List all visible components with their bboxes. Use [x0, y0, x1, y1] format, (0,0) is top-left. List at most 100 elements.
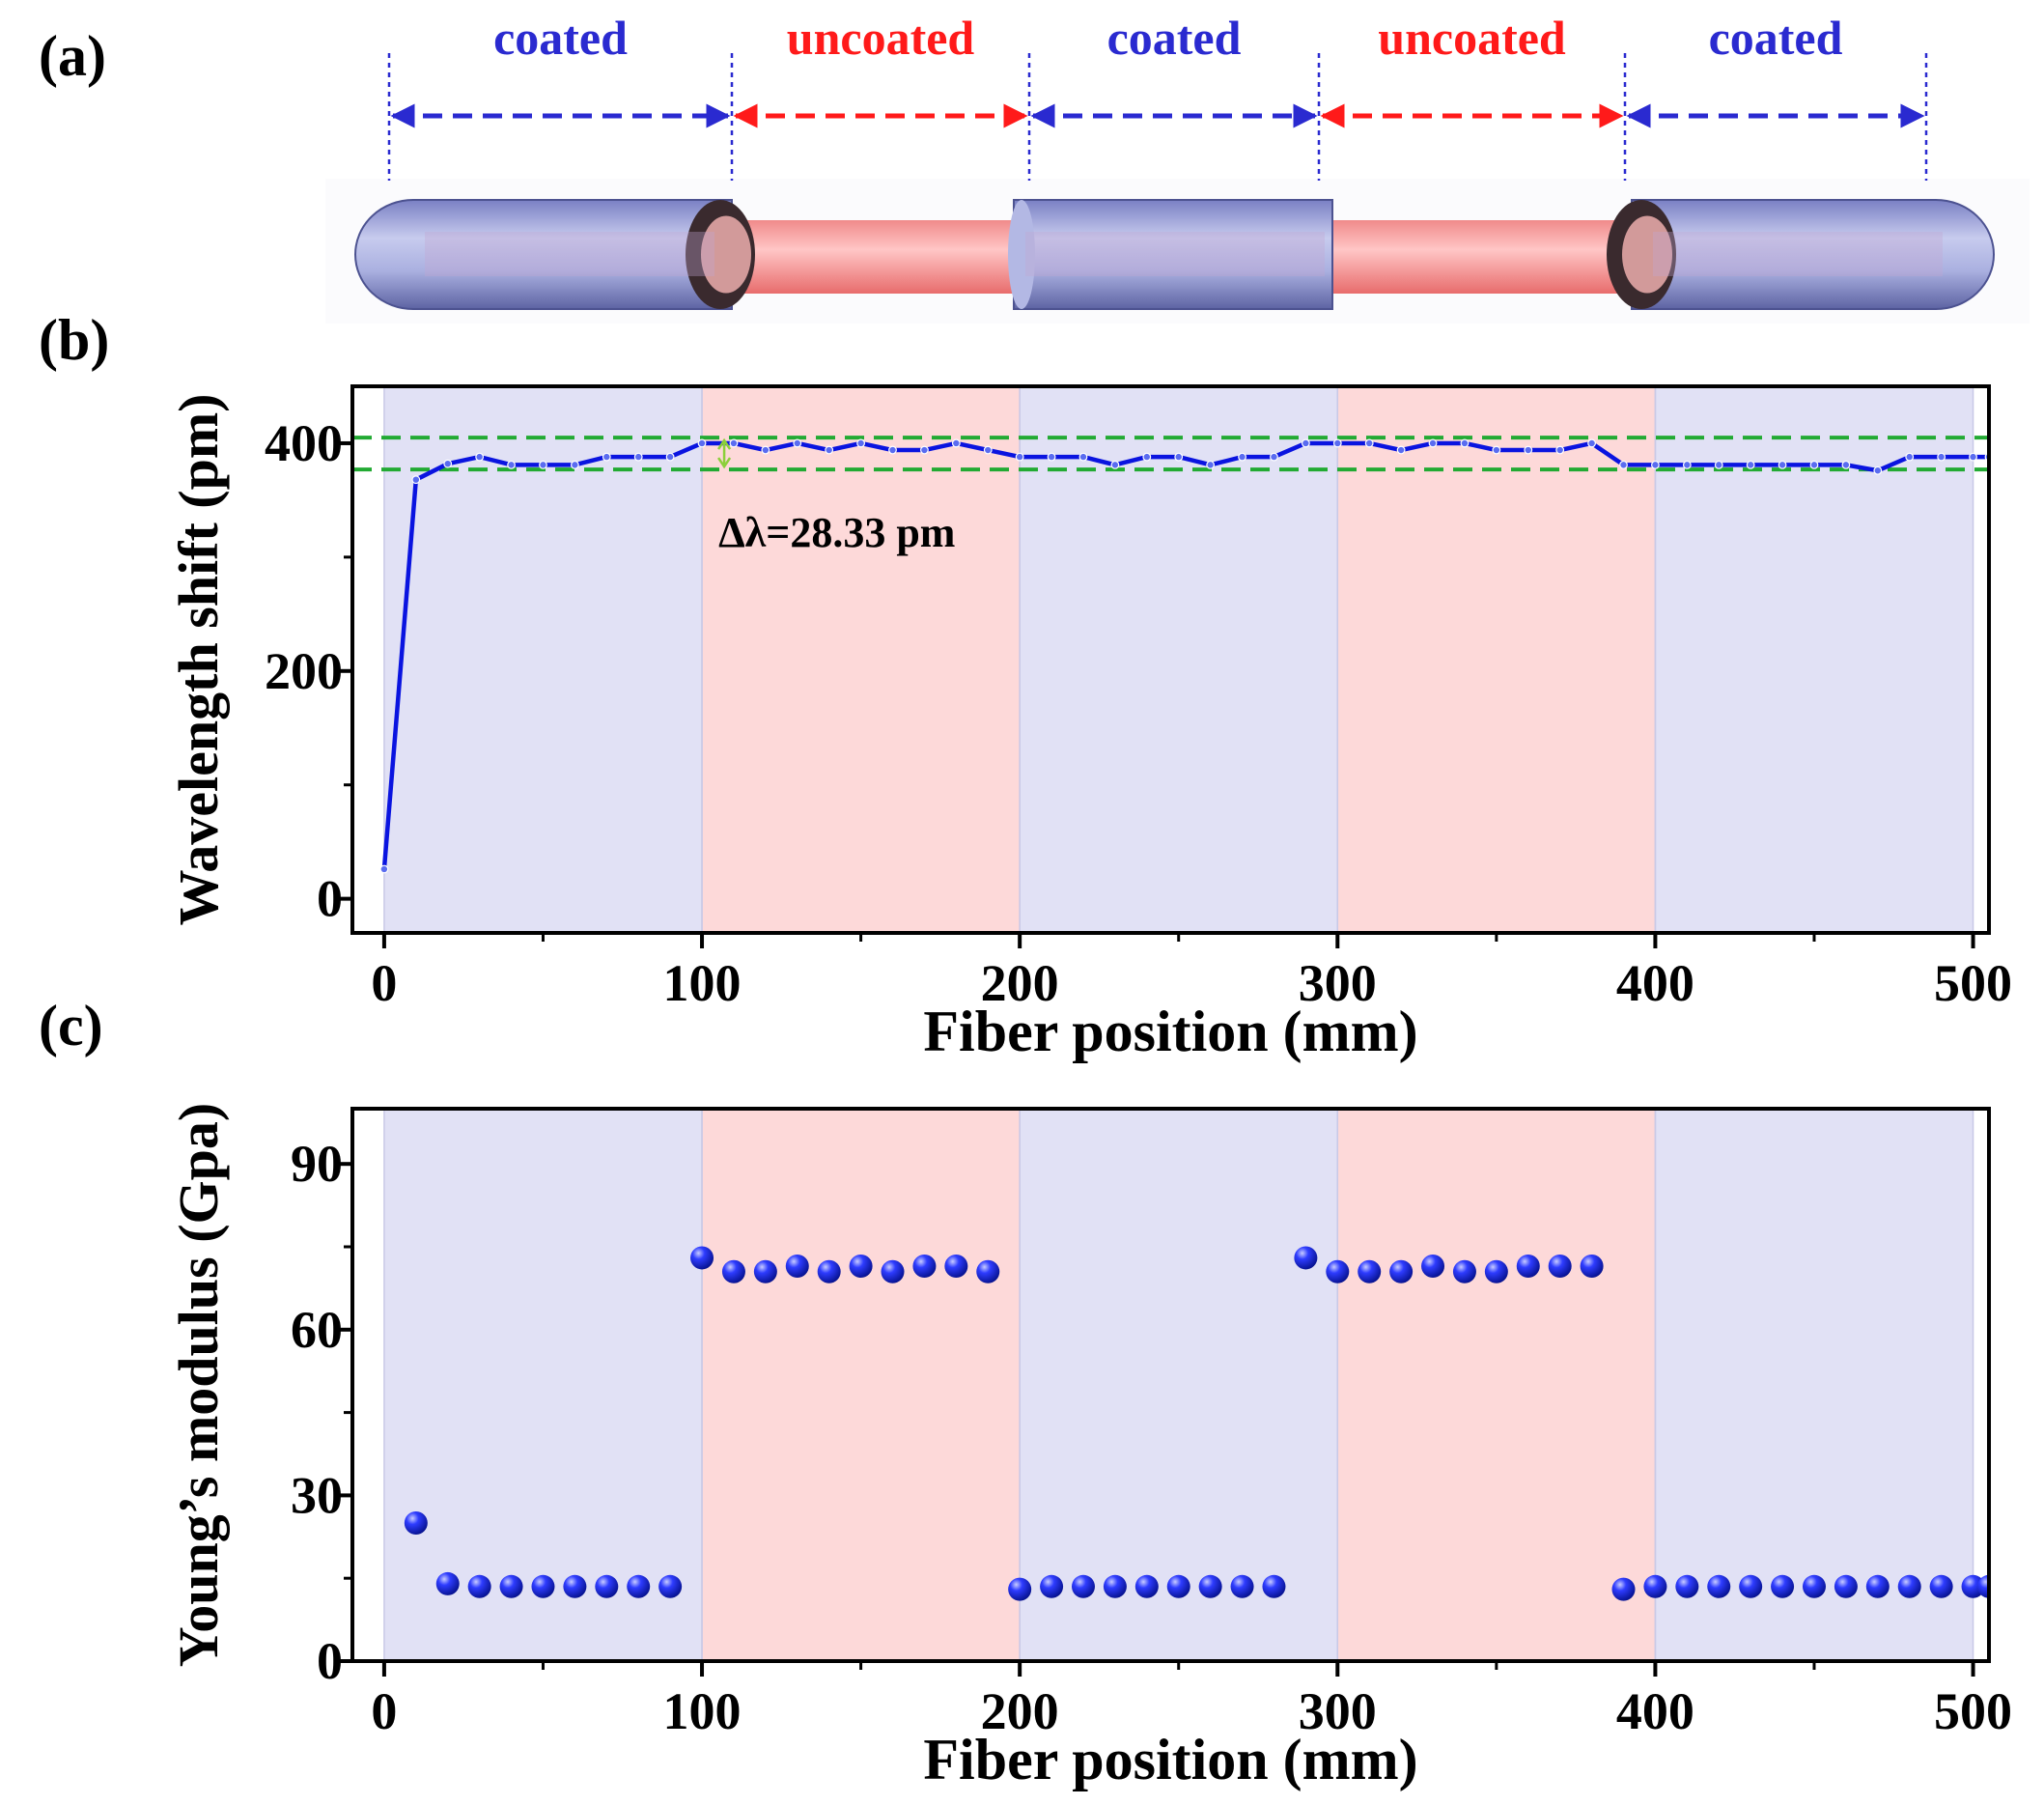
- data-point: [411, 475, 421, 485]
- x-tick-label: 500: [1934, 1682, 2012, 1740]
- data-point: [856, 438, 866, 448]
- data-point: [1294, 1246, 1318, 1270]
- data-point: [1524, 445, 1533, 455]
- series-line: [381, 440, 1989, 870]
- data-point: [1897, 1574, 1921, 1598]
- data-point: [1103, 1574, 1127, 1598]
- plot-area: [352, 386, 1989, 933]
- data-point: [1047, 452, 1056, 462]
- data-point: [1460, 438, 1470, 448]
- y-tick-label: 90: [291, 1135, 343, 1193]
- fiber-coated-section-2: [1013, 199, 1333, 310]
- data-point: [595, 1574, 619, 1598]
- data-point: [507, 460, 516, 469]
- panel-label-a: (a): [39, 24, 106, 88]
- data-point: [1778, 460, 1787, 469]
- data-point: [1270, 452, 1278, 462]
- x-tick-label: 0: [371, 1682, 397, 1740]
- data-point: [793, 438, 802, 448]
- data-point: [435, 1571, 460, 1595]
- data-point: [1682, 460, 1692, 469]
- fiber-coated-edge-2: [1008, 200, 1035, 309]
- data-point: [1714, 460, 1723, 469]
- data-point: [1358, 1259, 1382, 1283]
- data-point: [1841, 460, 1851, 469]
- data-point: [539, 460, 547, 469]
- fiber-coated-section-1: [354, 199, 733, 310]
- data-point: [1421, 1255, 1445, 1279]
- data-point: [1516, 1255, 1540, 1279]
- plot-area: [383, 1109, 1989, 1661]
- data-point: [443, 459, 453, 468]
- y-tick-label: 30: [291, 1466, 343, 1524]
- x-tick-label: 500: [1934, 954, 2012, 1012]
- y-tick-label: 400: [265, 414, 343, 472]
- data-point: [1332, 438, 1342, 448]
- data-point: [1166, 1574, 1190, 1598]
- data-point: [1428, 438, 1438, 448]
- data-point: [849, 1255, 873, 1279]
- data-point: [633, 452, 643, 462]
- data-point: [817, 1259, 841, 1283]
- data-point: [499, 1574, 523, 1598]
- data-point: [1238, 452, 1246, 462]
- y-tick-label: 0: [317, 870, 343, 928]
- fiber-inner-core-1: [425, 232, 714, 276]
- segment-label-uncoated: uncoated: [1378, 11, 1566, 65]
- y-tick-label: 200: [265, 642, 343, 700]
- data-point: [881, 1259, 905, 1283]
- data-point: [665, 452, 675, 462]
- data-point: [1548, 1255, 1572, 1279]
- y-axis-label: Wavelength shift (pm): [167, 394, 230, 926]
- segment-label-coated: coated: [1709, 11, 1843, 65]
- x-tick-label: 400: [1616, 954, 1694, 1012]
- data-point: [1206, 460, 1216, 469]
- data-point: [1396, 445, 1406, 455]
- panel-label-c: (c): [39, 994, 103, 1058]
- y-axis-label: Young’s modulus (Gpa): [167, 1103, 230, 1667]
- region-band-coated: [1020, 1109, 1338, 1661]
- segment-label-coated: coated: [1107, 11, 1242, 65]
- data-point: [1262, 1574, 1286, 1598]
- data-point: [1040, 1574, 1064, 1598]
- delta-annotation: Δλ=28.33 pm: [718, 509, 955, 556]
- data-point: [1492, 445, 1501, 455]
- data-point: [1142, 452, 1152, 462]
- data-point: [602, 452, 611, 462]
- data-point: [920, 445, 929, 455]
- data-point: [379, 864, 389, 874]
- x-tick-label: 200: [981, 1682, 1059, 1740]
- data-point: [570, 460, 579, 469]
- data-point: [1301, 438, 1310, 448]
- data-point: [888, 445, 897, 455]
- chart-wavelength-shift: Δλ=28.33 pm 0 100 200 300 400 500 0 200 400 Fiber …: [167, 384, 2012, 1063]
- data-point: [1961, 1574, 1985, 1598]
- data-point: [1198, 1574, 1222, 1598]
- data-point: [1746, 460, 1755, 469]
- x-tick-label: 100: [663, 954, 742, 1012]
- data-point: [1802, 1574, 1826, 1598]
- fiber-core-uncoated-2: [1318, 220, 1651, 294]
- data-point: [658, 1574, 683, 1598]
- y-tick-label: 60: [291, 1301, 343, 1359]
- x-tick-label: 300: [1299, 954, 1377, 1012]
- data-point: [1834, 1574, 1858, 1598]
- data-point: [1969, 452, 1977, 462]
- data-point: [1364, 438, 1374, 448]
- data-point: [1555, 445, 1565, 455]
- fiber-coated-section-3: [1631, 199, 1995, 310]
- data-point: [1611, 1577, 1636, 1601]
- data-point: [1707, 1574, 1731, 1598]
- axes-frame: [350, 1107, 1991, 1663]
- data-point: [1110, 460, 1120, 469]
- data-point: [1134, 1574, 1159, 1598]
- y-tick-label: 0: [317, 1632, 343, 1690]
- data-point: [1905, 452, 1915, 462]
- data-point: [1675, 1574, 1699, 1598]
- data-point: [697, 438, 707, 448]
- x-tick-label: 400: [1616, 1682, 1694, 1740]
- x-tick-label: 300: [1299, 1682, 1377, 1740]
- segment-guides: [387, 53, 1928, 181]
- region-band-coated: [1020, 386, 1338, 933]
- data-point: [825, 445, 834, 455]
